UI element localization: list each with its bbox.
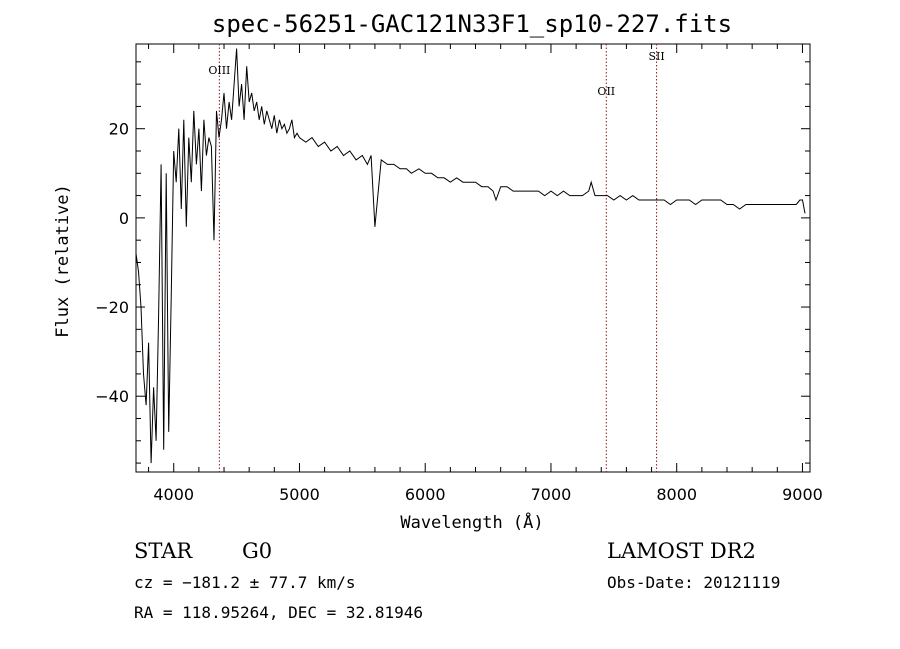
reference-line-label-oiii: OIII xyxy=(208,64,230,77)
y-axis-label: Flux (relative) xyxy=(53,184,73,338)
x-tick-label: 8000 xyxy=(656,485,697,504)
x-tick-label: 6000 xyxy=(405,485,446,504)
x-tick-label: 9000 xyxy=(782,485,823,504)
reference-line-label-oii: OII xyxy=(597,85,615,98)
spectrum-series-line xyxy=(135,48,806,464)
object-subclass: G0 xyxy=(242,539,272,563)
object-class: STAR xyxy=(134,539,193,563)
reference-lines: OIII OII SII xyxy=(208,44,665,472)
chart-title: spec-56251-GAC121N33F1_sp10-227.fits xyxy=(212,10,732,38)
sky-coordinates: RA = 118.95264, DEC = 32.81946 xyxy=(134,603,423,622)
x-axis-label: Wavelength (Å) xyxy=(400,511,543,533)
y-axis-ticks: −40 −20 0 20 xyxy=(95,61,810,464)
y-tick-label: 0 xyxy=(119,209,129,228)
y-tick-label: −20 xyxy=(95,298,129,317)
y-tick-label: −40 xyxy=(95,387,129,406)
plot-frame xyxy=(135,43,811,473)
observation-date: Obs-Date: 20121119 xyxy=(607,573,780,592)
redshift-velocity: cz = −181.2 ± 77.7 km/s xyxy=(134,573,356,592)
x-tick-label: 7000 xyxy=(531,485,572,504)
x-axis-ticks: 4000 5000 6000 7000 8000 9000 xyxy=(148,44,823,504)
y-tick-label: 20 xyxy=(109,120,129,139)
survey-name: LAMOST DR2 xyxy=(607,539,756,563)
reference-line-label-sii: SII xyxy=(648,50,664,63)
x-tick-label: 5000 xyxy=(279,485,320,504)
x-tick-label: 4000 xyxy=(153,485,194,504)
